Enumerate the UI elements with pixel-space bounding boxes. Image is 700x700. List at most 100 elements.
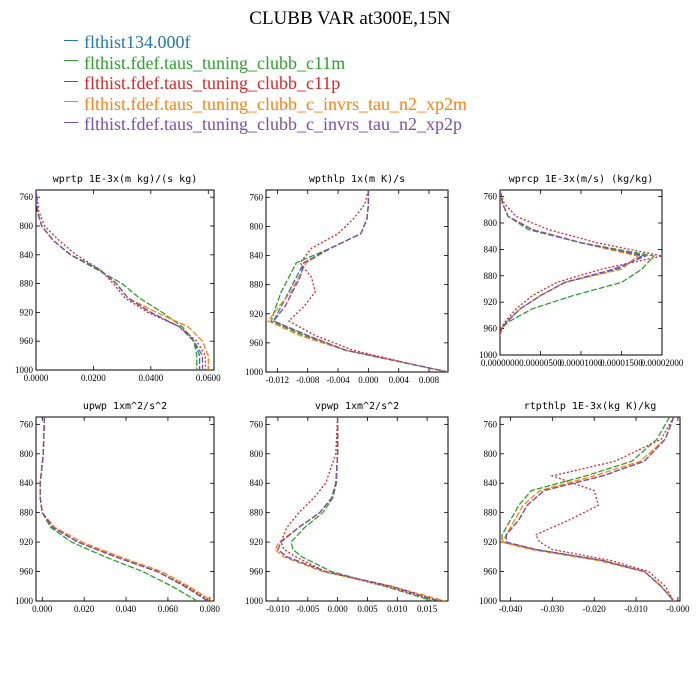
x-tick-label: 0.020 — [74, 604, 95, 614]
series-line-1 — [500, 190, 644, 336]
legend-entry-control: flthist134.000f — [64, 32, 467, 53]
x-tick-label: 0.080 — [200, 604, 221, 614]
figure-title: CLUBB VAR at300E,15N — [249, 8, 451, 29]
series-line-1 — [39, 417, 209, 601]
x-tick-label: 0.0200 — [81, 373, 106, 383]
x-tick-label: 0.0000000 — [481, 358, 520, 368]
legend-entry-c11p: flthist.fdef.taus_tuning_clubb_c11p — [64, 73, 467, 94]
y-tick-label: 880 — [20, 279, 34, 289]
panel-title: wprtp 1E-3x(m kg)/(s kg) — [53, 174, 198, 185]
series-line-5 — [277, 417, 440, 601]
y-tick-label: 920 — [20, 537, 34, 547]
panel-title: rtpthlp 1E-3x(kg K)/kg — [524, 401, 656, 412]
y-tick-label: 800 — [484, 449, 498, 459]
legend: flthist134.000f flthist.fdef.taus_tuning… — [64, 32, 467, 135]
panel-1: wprtp 1E-3x(m kg)/(s kg) 760 800 840 880 920 9… — [15, 174, 221, 383]
series-line-3 — [534, 417, 675, 601]
y-tick-label: 880 — [250, 508, 264, 518]
y-tick-label: 1000 — [479, 596, 498, 606]
y-tick-label: 800 — [20, 221, 34, 231]
y-tick-label: 960 — [484, 324, 498, 334]
legend-entry-c11m: flthist.fdef.taus_tuning_clubb_c11m — [64, 53, 467, 74]
panel-title: wprcp 1E-3x(m/s) (kg/kg) — [509, 174, 654, 185]
series-line-5 — [500, 190, 649, 336]
plot-frame — [35, 416, 215, 602]
x-tick-label: -0.030 — [541, 604, 565, 614]
y-tick-label: 760 — [20, 192, 34, 202]
series-line-3 — [280, 417, 440, 601]
series-line-1 — [272, 190, 448, 372]
legend-line-xp2m — [64, 101, 78, 103]
x-tick-label: 0.015 — [417, 604, 438, 614]
y-tick-label: 920 — [250, 537, 264, 547]
series-line-2 — [501, 417, 675, 601]
series-line-4 — [36, 190, 209, 370]
series-line-5 — [36, 190, 204, 370]
y-tick-label: 800 — [20, 449, 34, 459]
panel-title: vpwp 1xm^2/s^2 — [315, 401, 399, 412]
y-tick-label: 880 — [484, 271, 498, 281]
series-line-3 — [36, 190, 207, 370]
x-tick-label: 0.0000 — [24, 373, 49, 383]
y-tick-label: 840 — [20, 250, 34, 260]
series-line-5 — [505, 417, 675, 601]
y-tick-label: 880 — [484, 508, 498, 518]
plot-frame — [265, 189, 449, 373]
series-line-4 — [501, 417, 675, 601]
x-tick-label: 0.000 — [327, 604, 348, 614]
x-tick-label: 0.00001000 — [560, 358, 603, 368]
x-tick-label: -0.004 — [326, 375, 350, 385]
series-line-5 — [272, 190, 448, 372]
x-tick-label: -0.000 — [666, 604, 690, 614]
x-tick-label: -0.008 — [296, 375, 320, 385]
y-tick-label: 760 — [484, 419, 498, 429]
y-tick-label: 1000 — [245, 596, 264, 606]
y-tick-label: 960 — [484, 567, 498, 577]
y-tick-label: 800 — [250, 449, 264, 459]
y-tick-label: 760 — [484, 192, 498, 202]
series-line-4 — [274, 417, 446, 601]
x-tick-label: 0.004 — [389, 375, 410, 385]
y-tick-label: 960 — [20, 336, 34, 346]
y-tick-label: 920 — [484, 297, 498, 307]
x-tick-label: -0.010 — [624, 604, 648, 614]
y-tick-label: 760 — [250, 192, 264, 202]
panel-6: rtpthlp 1E-3x(kg K)/kg 760 800 840 880 920 960… — [479, 401, 690, 614]
x-tick-label: 0.060 — [158, 604, 179, 614]
series-line-2 — [36, 190, 198, 370]
plot-frame — [35, 189, 215, 371]
y-tick-label: 960 — [250, 338, 264, 348]
series-line-4 — [267, 190, 448, 372]
x-tick-label: 0.00000500 — [519, 358, 562, 368]
legend-line-control — [64, 39, 78, 41]
legend-line-c11p — [64, 80, 78, 82]
series-line-2 — [290, 417, 434, 601]
y-tick-label: 840 — [20, 478, 34, 488]
panel-title: upwp 1xm^2/s^2 — [83, 401, 167, 412]
y-tick-label: 960 — [250, 567, 264, 577]
series-line-2 — [39, 417, 198, 601]
series-line-1 — [277, 417, 440, 601]
legend-line-xp2p — [64, 121, 78, 123]
y-tick-label: 920 — [484, 537, 498, 547]
y-tick-label: 1000 — [15, 365, 34, 375]
x-tick-label: 0.040 — [116, 604, 137, 614]
y-tick-label: 760 — [20, 419, 34, 429]
legend-entry-xp2p: flthist.fdef.taus_tuning_clubb_c_invrs_t… — [64, 114, 467, 135]
panel-title: wpthlp 1x(m K)/s — [309, 174, 405, 185]
x-tick-label: -0.010 — [266, 604, 290, 614]
panel-3: wprcp 1E-3x(m/s) (kg/kg) 760 800 840 880 920 9… — [479, 174, 684, 368]
y-tick-label: 1000 — [479, 350, 498, 360]
x-tick-label: 0.005 — [357, 604, 378, 614]
x-tick-label: 0.000 — [32, 604, 53, 614]
y-tick-label: 920 — [20, 307, 34, 317]
x-tick-label: 0.0400 — [138, 373, 163, 383]
series-line-4 — [39, 417, 213, 601]
series-line-3 — [287, 190, 448, 372]
x-tick-label: -0.012 — [266, 375, 289, 385]
y-tick-label: 800 — [250, 221, 264, 231]
y-tick-label: 840 — [484, 244, 498, 254]
panel-4: upwp 1xm^2/s^2 760 800 840 880 920 960 10000.00… — [15, 401, 220, 614]
legend-line-c11m — [64, 60, 78, 62]
y-tick-label: 840 — [250, 478, 264, 488]
